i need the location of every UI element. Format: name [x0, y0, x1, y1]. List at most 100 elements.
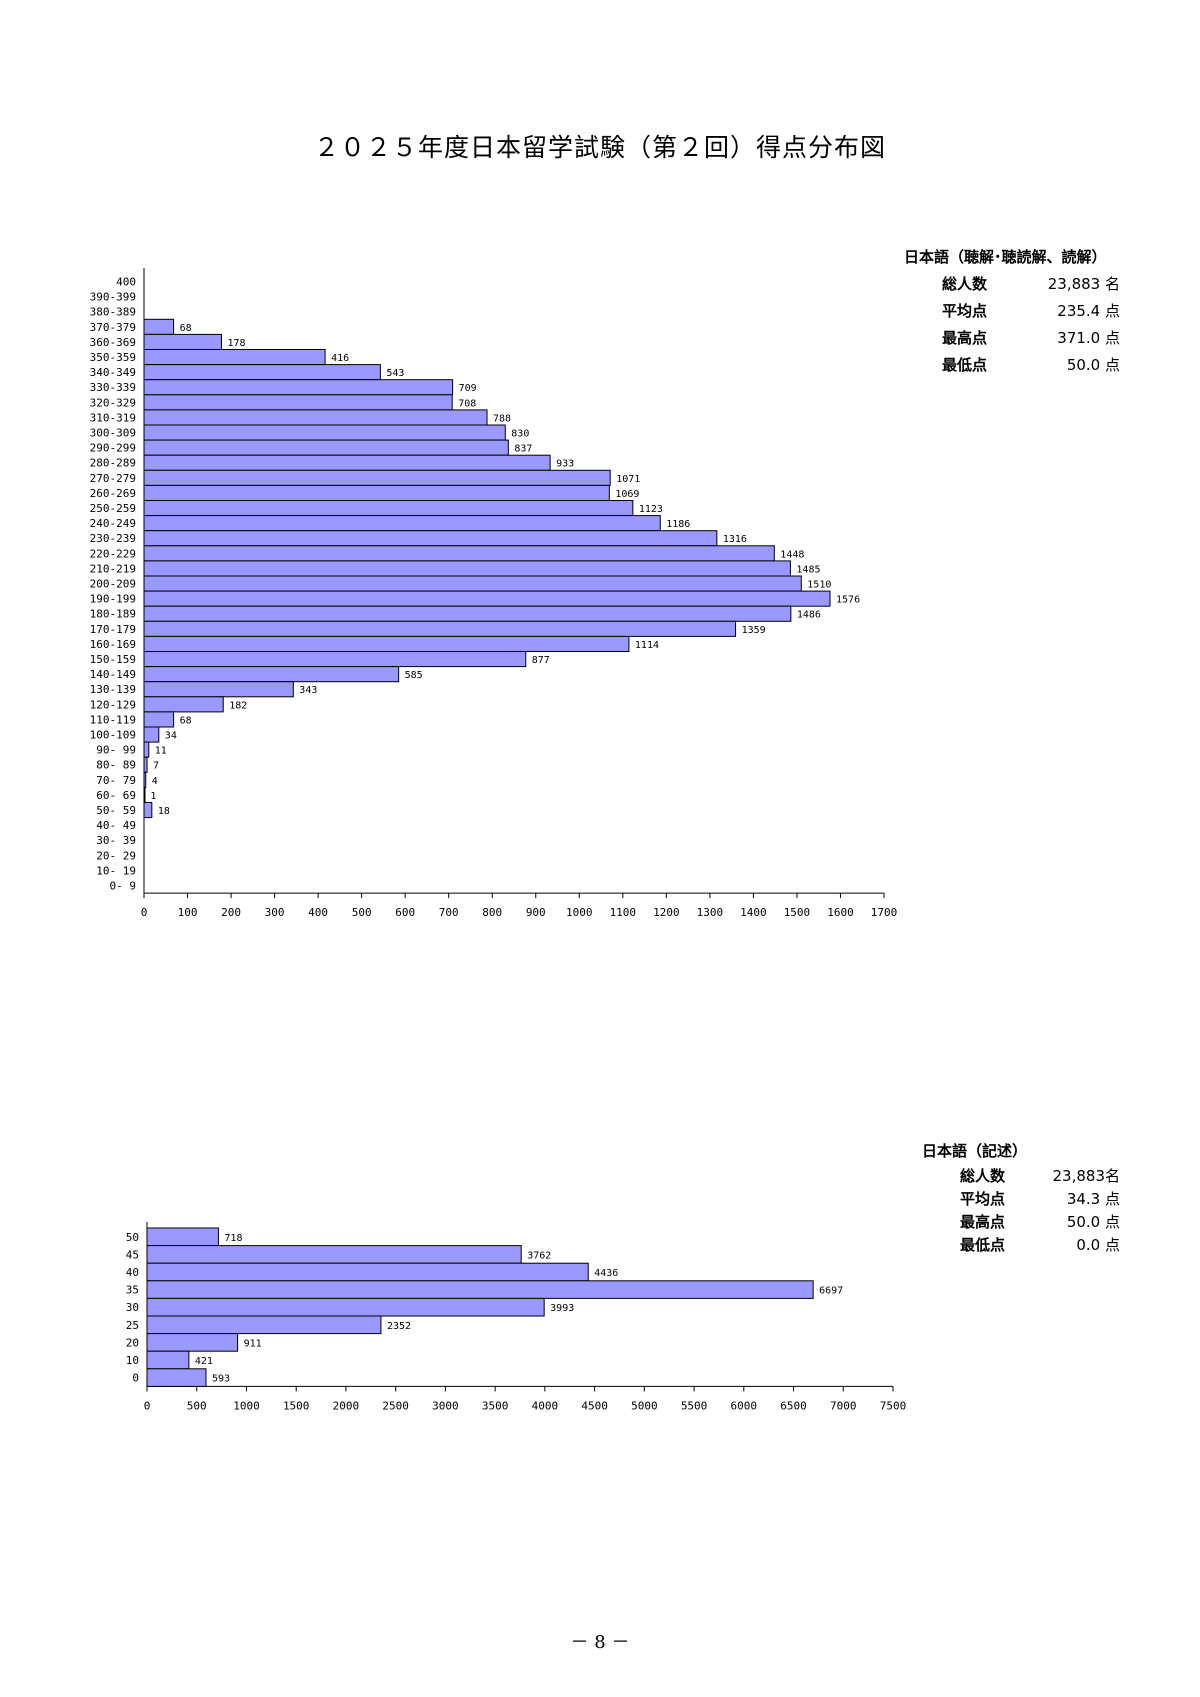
bar: [146, 1315, 382, 1335]
x-tick-label: 7500: [880, 1399, 907, 1412]
x-tick-label: 5500: [681, 1399, 708, 1412]
data-label: 718: [224, 1233, 242, 1244]
data-label: 1114: [635, 640, 659, 651]
bar: [143, 379, 454, 396]
bar: [143, 786, 146, 804]
data-label: 3993: [550, 1303, 574, 1314]
y-tick-label: 50: [126, 1231, 139, 1244]
x-tick-label: 500: [352, 906, 372, 919]
bar: [143, 696, 224, 713]
x-tick-label: 700: [439, 906, 459, 919]
data-label: 1069: [615, 489, 639, 500]
data-label: 6697: [819, 1286, 843, 1297]
bar: [143, 756, 148, 773]
y-tick-label: 190-199: [90, 593, 136, 606]
stats-row: 平均点 34.3 点: [922, 1188, 1120, 1211]
data-label: 4436: [594, 1268, 618, 1279]
x-tick-label: 1500: [283, 1399, 310, 1412]
data-label: 421: [195, 1356, 213, 1367]
data-label: 593: [212, 1374, 230, 1385]
x-tick-label: 4000: [532, 1399, 559, 1412]
data-label: 1071: [616, 474, 640, 485]
data-label: 18: [158, 806, 170, 817]
bar: [146, 1245, 522, 1264]
stats-value: 23,883名: [1052, 1167, 1121, 1185]
stats-row: 総人数 23,883 名: [904, 271, 1120, 298]
x-tick-label: 400: [308, 906, 328, 919]
x-tick-label: 900: [526, 906, 546, 919]
data-label: 2352: [387, 1321, 411, 1332]
y-tick-label: 310-319: [90, 411, 136, 424]
x-tick-label: 1000: [566, 906, 593, 919]
y-tick-label: 120-129: [90, 698, 136, 711]
bar: [146, 1350, 190, 1370]
data-label: 585: [405, 670, 423, 681]
data-label: 1123: [639, 504, 663, 515]
x-tick-label: 1100: [610, 906, 637, 919]
data-label: 4: [152, 776, 158, 787]
bar: [143, 741, 150, 758]
bar: [143, 484, 610, 501]
x-tick-label: 2500: [382, 1399, 409, 1412]
y-tick-label: 90- 99: [96, 744, 136, 757]
stats-title: 日本語（記述）: [922, 1142, 1028, 1160]
y-tick-label: 0: [132, 1372, 139, 1385]
score-distribution-chart-2: 50 718 45 3762 40 4436 35 6697 30 3993 25 2352 20 911…: [0, 1120, 920, 1440]
data-label: 877: [532, 655, 550, 666]
bar: [146, 1297, 545, 1317]
y-tick-label: 160-169: [90, 638, 136, 651]
data-label: 1: [150, 791, 156, 802]
y-tick-label: 220-229: [90, 547, 136, 560]
stats-label: 総人数: [942, 275, 988, 293]
bar: [143, 454, 551, 471]
bar: [143, 318, 175, 335]
bar: [143, 605, 792, 622]
y-tick-label: 150-159: [90, 653, 136, 666]
x-tick-label: 5000: [631, 1399, 658, 1412]
bar: [143, 711, 175, 728]
y-tick-label: 260-269: [90, 487, 136, 500]
bar: [146, 1333, 239, 1352]
data-label: 933: [556, 459, 574, 470]
x-tick-label: 6500: [780, 1399, 807, 1412]
y-tick-label: 240-249: [90, 517, 136, 530]
y-tick-label: 270-279: [90, 472, 136, 485]
data-label: 416: [331, 353, 349, 364]
x-tick-label: 1200: [653, 906, 680, 919]
y-tick-label: 330-339: [90, 381, 136, 394]
stats-label: 最低点: [942, 356, 988, 374]
stats-row: 最高点 371.0 点: [904, 325, 1120, 352]
x-tick-label: 500: [187, 1399, 207, 1412]
x-tick-label: 3000: [432, 1399, 459, 1412]
x-tick-label: 3500: [482, 1399, 509, 1412]
bar: [143, 635, 630, 652]
data-label: 182: [229, 700, 247, 711]
y-tick-label: 200-209: [90, 578, 136, 591]
stats-value: 23,883 名: [1047, 275, 1120, 293]
bar: [143, 575, 802, 592]
y-tick-label: 320-329: [90, 396, 136, 409]
y-tick-label: 170-179: [90, 623, 136, 636]
y-tick-label: 50- 59: [96, 804, 136, 817]
score-distribution-chart-1: 400 390-399 380-389 370-379 68 360-369 178 350-…: [0, 230, 920, 940]
x-tick-label: 6000: [731, 1399, 758, 1412]
x-tick-label: 1700: [871, 906, 898, 919]
y-tick-label: 300-309: [90, 427, 136, 440]
data-label: 830: [511, 429, 529, 440]
data-label: 1359: [742, 625, 766, 636]
data-label: 34: [165, 731, 177, 742]
bar: [143, 726, 160, 743]
data-label: 1576: [836, 595, 860, 606]
data-label: 1510: [807, 580, 831, 591]
data-label: 788: [493, 413, 511, 424]
y-tick-label: 60- 69: [96, 789, 136, 802]
bar: [143, 515, 661, 532]
y-tick-label: 280-289: [90, 457, 136, 470]
bar: [143, 469, 611, 486]
x-tick-label: 1600: [827, 906, 854, 919]
y-tick-label: 25: [126, 1319, 139, 1332]
bar: [143, 771, 147, 788]
data-label: 68: [180, 715, 192, 726]
y-tick-label: 30: [126, 1301, 139, 1314]
bar: [143, 560, 791, 577]
